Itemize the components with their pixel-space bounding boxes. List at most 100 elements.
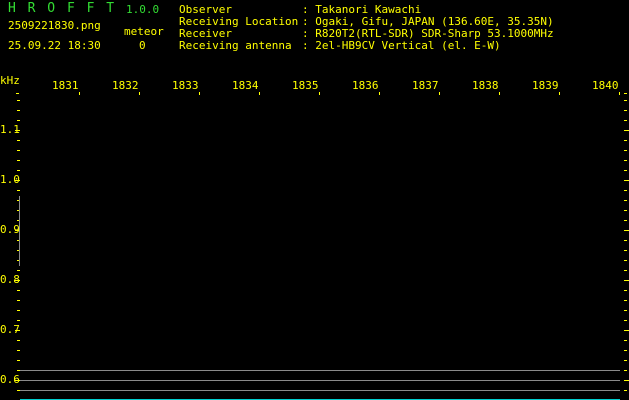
x-tick <box>624 93 627 94</box>
y-tick-major <box>624 230 629 231</box>
y-tick-minor <box>17 310 20 311</box>
y-tick-major <box>15 280 20 281</box>
horizontal-line <box>20 380 620 381</box>
y-tick-minor <box>624 350 627 351</box>
y-tick-major <box>15 380 20 381</box>
y-tick-minor <box>17 300 20 301</box>
y-tick-minor <box>17 290 20 291</box>
y-tick-minor <box>624 100 627 101</box>
info-value: : R820T2(RTL-SDR) SDR-Sharp 53.1000MHz <box>302 27 554 40</box>
x-tick <box>79 92 80 95</box>
y-tick-minor <box>624 170 627 171</box>
x-tick <box>259 92 260 95</box>
y-tick-major <box>624 330 629 331</box>
x-tick-label: 1831 <box>52 79 79 92</box>
x-tick <box>319 92 320 95</box>
app-name: H R O F F T <box>8 1 117 16</box>
y-tick-minor <box>624 220 627 221</box>
y-tick-minor <box>17 350 20 351</box>
info-value: : 2el-HB9CV Vertical (el. E-W) <box>302 39 501 52</box>
y-tick-minor <box>624 190 627 191</box>
y-tick-minor <box>624 310 627 311</box>
info-label: Receiver <box>179 27 232 40</box>
y-tick-minor <box>624 260 627 261</box>
x-tick <box>379 92 380 95</box>
y-tick-minor <box>17 320 20 321</box>
x-tick-label: 1834 <box>232 79 259 92</box>
x-tick <box>439 92 440 95</box>
x-tick <box>619 92 620 95</box>
y-tick-minor <box>17 200 20 201</box>
y-tick-minor <box>624 340 627 341</box>
y-tick-minor <box>17 390 20 391</box>
y-tick-minor <box>624 370 627 371</box>
x-tick-label: 1835 <box>292 79 319 92</box>
y-tick-minor <box>624 110 627 111</box>
info-label: Receiving antenna <box>179 39 292 52</box>
x-tick-label: 1833 <box>172 79 199 92</box>
unit-label: kHz <box>0 74 20 87</box>
y-tick-minor <box>17 270 20 271</box>
y-tick-minor <box>624 120 627 121</box>
info-value: : Takanori Kawachi <box>302 3 422 16</box>
y-tick-minor <box>17 240 20 241</box>
y-tick-minor <box>17 340 20 341</box>
info-value: : Ogaki, Gifu, JAPAN (136.60E, 35.35N) <box>302 15 554 28</box>
y-tick-major <box>15 230 20 231</box>
meteor-count: 0 <box>139 39 146 52</box>
x-tick-label: 1836 <box>352 79 379 92</box>
x-tick <box>16 93 19 94</box>
app-version: 1.0.0 <box>126 3 160 16</box>
x-tick-label: 1832 <box>112 79 139 92</box>
y-tick-minor <box>17 140 20 141</box>
info-label: Receiving Location <box>179 15 299 28</box>
y-tick-label: 0.7 <box>0 323 20 336</box>
y-tick-major <box>624 130 629 131</box>
meteor-label: meteor <box>124 25 164 38</box>
y-tick-label: 0.8 <box>0 273 20 286</box>
y-tick-minor <box>624 360 627 361</box>
x-tick <box>559 92 560 95</box>
x-tick-label: 1839 <box>532 79 559 92</box>
y-tick-minor <box>624 390 627 391</box>
x-tick-label: 1840 <box>592 79 619 92</box>
y-tick-minor <box>17 170 20 171</box>
y-tick-major <box>15 130 20 131</box>
y-tick-label: 1.1 <box>0 123 20 136</box>
datetime: 25.09.22 18:30 <box>8 39 101 52</box>
y-tick-minor <box>17 360 20 361</box>
x-tick-label: 1838 <box>472 79 499 92</box>
y-tick-label: 0.6 <box>0 373 20 386</box>
signal-trace <box>19 196 20 266</box>
y-tick-minor <box>17 110 20 111</box>
y-tick-minor <box>17 220 20 221</box>
horizontal-line <box>20 370 620 371</box>
y-tick-minor <box>17 160 20 161</box>
y-tick-label: 1.0 <box>0 173 20 186</box>
x-tick <box>199 92 200 95</box>
horizontal-line <box>20 390 620 391</box>
x-tick <box>139 92 140 95</box>
info-label: Observer <box>179 3 232 16</box>
y-tick-minor <box>17 150 20 151</box>
x-tick <box>499 92 500 95</box>
y-tick-minor <box>624 240 627 241</box>
y-tick-minor <box>624 160 627 161</box>
y-tick-major <box>624 180 629 181</box>
y-tick-minor <box>17 250 20 251</box>
y-tick-major <box>15 180 20 181</box>
y-tick-minor <box>624 320 627 321</box>
y-tick-minor <box>624 200 627 201</box>
y-tick-minor <box>17 260 20 261</box>
y-tick-minor <box>17 120 20 121</box>
y-tick-minor <box>17 100 20 101</box>
y-tick-minor <box>624 290 627 291</box>
y-tick-major <box>624 380 629 381</box>
y-tick-minor <box>17 210 20 211</box>
x-tick-label: 1837 <box>412 79 439 92</box>
filename: 2509221830.png <box>8 19 101 32</box>
y-tick-minor <box>17 190 20 191</box>
y-tick-minor <box>624 150 627 151</box>
y-tick-minor <box>17 370 20 371</box>
